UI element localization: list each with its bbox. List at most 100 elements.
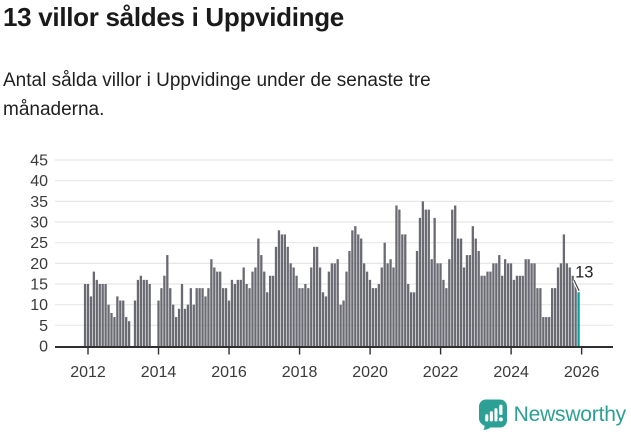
bar [365,271,369,346]
bar [445,288,448,346]
bar [389,259,392,346]
bar [339,304,342,346]
bar [166,255,169,346]
bar [186,304,190,346]
bar [412,292,416,346]
ytick-label: 45 [30,153,48,170]
bar [533,263,536,346]
bar [260,255,263,346]
bar [486,271,489,346]
bar [227,300,231,346]
ytick-label: 30 [30,215,48,232]
bar [224,288,228,346]
bar [571,275,574,346]
bar [95,279,98,346]
bar [251,271,254,346]
xtick-label: 2018 [282,364,318,381]
ytick-label: 20 [30,256,48,273]
bar [230,279,234,346]
ytick-label: 15 [30,277,48,294]
bar [169,288,172,346]
bar [145,279,148,346]
bar [148,284,151,346]
bar [383,242,386,347]
bar [565,263,568,346]
bar [442,279,445,346]
bar [471,226,474,346]
bar [122,300,125,346]
bar [248,288,251,346]
bar [113,317,116,346]
newsworthy-brand-link[interactable]: Newsworthy [478,399,627,430]
bar [436,263,439,346]
bar [183,308,187,346]
xtick-label: 2024 [493,364,529,381]
chart-title: 13 villor såldes i Uppvidinge [3,2,344,32]
bar [133,300,137,346]
bar [559,263,563,346]
bar [530,263,533,346]
bar [110,312,113,346]
bar [216,271,219,346]
bar [439,263,442,346]
bar [568,267,571,346]
bar [574,284,577,346]
bar [401,234,404,346]
bar [404,234,407,346]
bar [257,238,260,346]
bar [221,288,225,346]
xtick-label: 2016 [211,364,247,381]
ytick-label: 40 [30,173,48,190]
xtick-label: 2026 [564,364,600,381]
bar [345,271,348,346]
bar [201,288,204,346]
bar [368,279,372,346]
bar [474,238,477,346]
bar [210,259,213,346]
bar [195,288,198,346]
bar [310,267,313,346]
bar [101,284,104,346]
newsworthy-wordmark: Newsworthy [513,402,627,426]
bar [524,259,527,346]
bar [304,284,307,346]
bar [160,288,163,346]
bar [509,263,513,346]
bar [98,284,101,346]
bar [189,288,192,346]
bar [271,275,275,346]
bar [172,304,175,346]
bar [377,284,380,346]
bar [192,304,195,346]
bar [116,296,119,346]
bar [386,263,389,346]
bar [289,263,292,346]
bar [136,279,140,346]
newsworthy-logo-icon [478,399,507,430]
bar [501,275,504,346]
bar-highlighted [577,292,580,346]
ytick-label: 0 [39,339,48,356]
bar [465,255,469,346]
bar [213,267,216,346]
ytick-label: 25 [30,235,48,252]
bar [330,263,333,346]
bar [268,275,272,346]
bar [292,267,295,346]
bar [313,246,316,346]
bar [233,284,237,346]
xtick-label: 2012 [70,364,106,381]
bar [515,275,519,346]
bar [456,238,460,346]
xtick-label: 2020 [352,364,388,381]
bar [298,288,301,346]
bar [451,209,454,346]
bar [448,259,451,346]
bar [483,275,486,346]
bar [421,201,425,346]
bar [89,296,93,346]
bar [454,205,457,346]
bar [489,271,492,346]
bar [539,288,542,346]
